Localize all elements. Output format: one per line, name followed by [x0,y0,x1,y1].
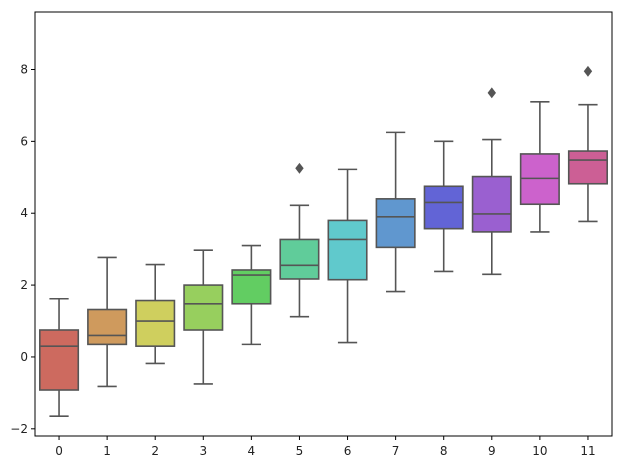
x-tick-label: 10 [532,444,547,458]
box-group-11 [567,65,608,223]
y-tick-label: 2 [20,278,28,292]
box-group-9 [471,87,512,276]
x-tick-label: 8 [440,444,448,458]
box-group-2 [135,263,176,365]
x-tick-label: 6 [344,444,352,458]
x-tick-label: 4 [248,444,256,458]
box-8 [423,185,464,230]
box-group-3 [183,249,224,385]
x-tick-label: 3 [199,444,207,458]
x-tick-label: 2 [151,444,159,458]
box-6 [327,219,368,281]
axes-frame [34,11,613,437]
box-2 [135,299,176,347]
box-group-8 [423,140,464,273]
x-tick-label: 11 [580,444,595,458]
x-tick-label: 9 [488,444,496,458]
outlier-11-0 [583,65,593,77]
box-group-4 [231,244,272,346]
box-group-7 [375,131,416,293]
box-group-10 [519,101,560,233]
outlier-9-0 [487,87,496,99]
y-tick-label: 4 [20,206,28,220]
outlier-5-0 [295,162,304,174]
box-group-5 [279,162,320,318]
y-axis: −2 0 2 4 6 8 [10,62,35,436]
box-group-6 [327,168,368,344]
y-tick-label: 0 [20,350,28,364]
y-tick-label: 6 [20,134,28,148]
y-tick-label: 8 [20,62,28,76]
y-tick-label: −2 [10,422,28,436]
x-tick-label: 0 [55,444,63,458]
box-group-0 [39,297,80,418]
x-axis: 0 1 2 3 4 5 6 7 8 9 10 11 [55,436,596,458]
x-tick-label: 1 [103,444,111,458]
box-5 [279,238,320,280]
x-tick-label: 5 [296,444,304,458]
box-7 [375,198,416,249]
box-9 [471,175,512,233]
box-1 [87,308,128,346]
plot-area [39,65,608,418]
box-3 [183,284,224,331]
box-0 [39,329,80,391]
box-group-1 [87,256,128,388]
x-tick-label: 7 [392,444,400,458]
box-11 [567,150,608,185]
